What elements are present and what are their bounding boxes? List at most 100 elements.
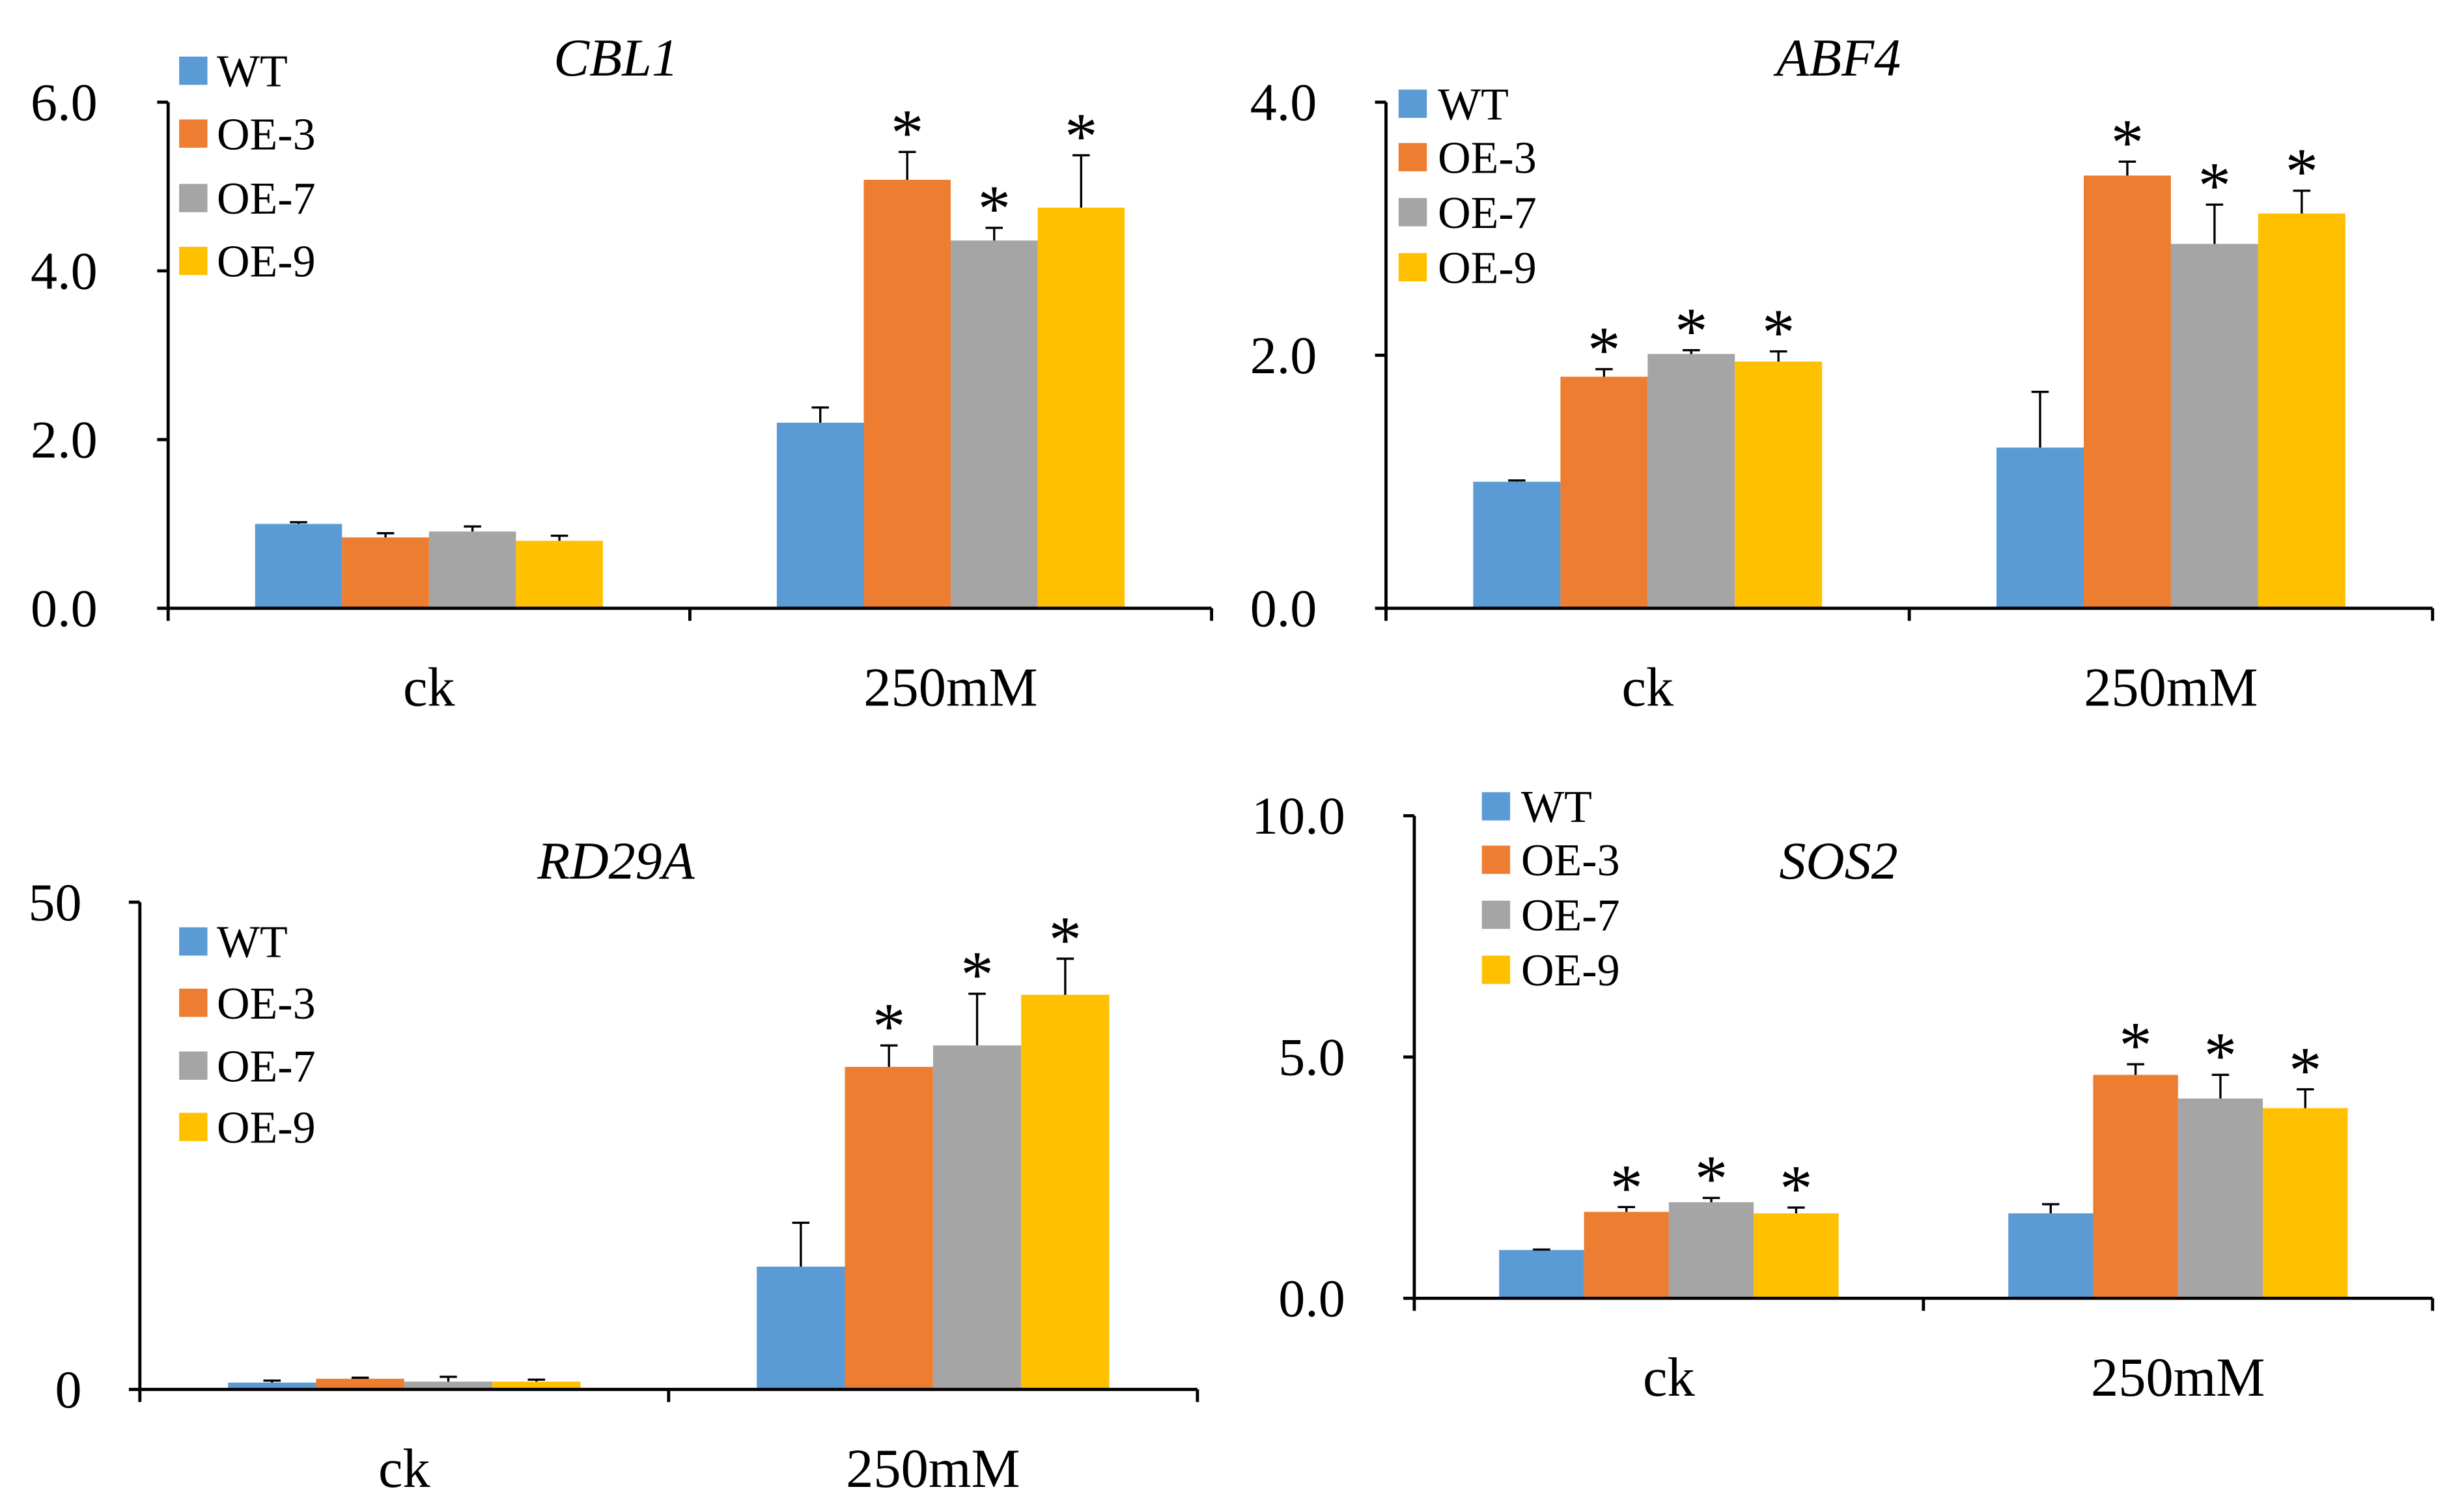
legend-label-oe-9: OE-9 [1521, 946, 1620, 996]
legend-label-oe-9: OE-9 [217, 237, 316, 287]
x-category-label: 250mM [846, 1439, 1020, 1499]
chart-title: ABF4 [1773, 28, 1901, 87]
significance-star: * [873, 990, 906, 1063]
bar-oe-3-250mm [2093, 1075, 2178, 1299]
y-tick-label: 5.0 [1278, 1028, 1345, 1087]
y-tick-label: 50 [28, 873, 81, 932]
legend-label-oe-3: OE-3 [1438, 133, 1537, 183]
legend-label-oe-7: OE-7 [1438, 188, 1537, 238]
significance-star: * [2119, 1009, 2152, 1082]
bar-oe-9-ck [516, 541, 603, 608]
bar-wt-ck [1499, 1250, 1584, 1299]
bar-oe-3-ck [316, 1378, 404, 1390]
legend-swatch-oe-3 [1481, 845, 1511, 874]
significance-star: * [2285, 135, 2318, 208]
legend-swatch-oe-3 [1398, 143, 1427, 172]
significance-star: * [1675, 294, 1708, 367]
significance-star: * [1762, 296, 1795, 369]
legend-label-oe-7: OE-7 [217, 1041, 316, 1092]
legend-swatch-wt [1398, 89, 1427, 118]
legend-label-oe-7: OE-7 [217, 174, 316, 224]
significance-star: * [1780, 1152, 1813, 1225]
bar-oe-7-250mm [2177, 1098, 2263, 1299]
significance-star: * [2198, 149, 2232, 222]
legend-label-wt: WT [1521, 782, 1592, 832]
significance-star: * [2111, 106, 2144, 179]
bar-oe-7-ck [428, 531, 516, 608]
y-tick-label: 4.0 [1250, 73, 1317, 132]
legend-label-wt: WT [217, 918, 288, 968]
bar-oe-7-ck [1668, 1202, 1754, 1299]
legend-swatch-wt [1481, 792, 1511, 821]
y-tick-label: 0.0 [1250, 579, 1317, 638]
legend-swatch-oe-7 [179, 1051, 208, 1080]
legend-swatch-oe-9 [179, 1112, 208, 1142]
significance-star: * [1610, 1151, 1643, 1224]
bar-wt-ck [1473, 481, 1561, 608]
x-category-label: 250mM [863, 658, 1037, 718]
bar-oe-9-ck [1735, 361, 1823, 608]
significance-star: * [1049, 903, 1082, 976]
y-tick-label: 0 [55, 1360, 81, 1419]
bar-oe-9-ck [1754, 1213, 1839, 1299]
legend-label-oe-9: OE-9 [1438, 243, 1537, 293]
bar-oe-7-ck [1647, 354, 1735, 608]
legend-swatch-oe-9 [179, 246, 208, 275]
x-category-label: ck [1643, 1348, 1695, 1408]
significance-star: * [891, 96, 924, 169]
significance-star: * [2289, 1034, 2322, 1107]
x-category-label: ck [403, 658, 455, 718]
y-tick-label: 0.0 [1278, 1269, 1345, 1328]
legend-swatch-oe-3 [179, 119, 208, 148]
legend-label-oe-3: OE-3 [1521, 836, 1620, 886]
bar-wt-250mm [1996, 447, 2084, 608]
bar-oe-7-250mm [2170, 244, 2258, 608]
bar-oe-9-250mm [2263, 1108, 2348, 1299]
legend-swatch-wt [179, 56, 208, 85]
significance-star: * [1588, 314, 1621, 387]
legend-label-oe-7: OE-7 [1521, 891, 1620, 941]
y-tick-label: 6.0 [31, 73, 98, 132]
legend-swatch-wt [179, 927, 208, 956]
significance-star: * [960, 939, 994, 1011]
legend-swatch-oe-7 [1481, 900, 1511, 929]
legend-swatch-oe-7 [1398, 198, 1427, 227]
bar-wt-ck [255, 524, 343, 608]
legend-swatch-oe-9 [1398, 253, 1427, 281]
x-category-label: 250mM [2084, 658, 2258, 718]
chart-title: RD29A [537, 831, 695, 890]
significance-star: * [1065, 100, 1098, 173]
chart-title: CBL1 [553, 28, 679, 87]
bar-oe-3-250mm [863, 180, 951, 608]
legend-label-oe-3: OE-3 [217, 979, 316, 1029]
legend-label-wt: WT [217, 47, 288, 97]
legend-label-wt: WT [1438, 79, 1509, 130]
significance-star: * [1695, 1142, 1728, 1215]
chart-title: SOS2 [1779, 831, 1897, 890]
chart-panel-sos2: * * * ck * * * 250mM 0.0 5.0 10.0 SOS2 WTOE-3OE-7OE-… [1252, 782, 2435, 1408]
significance-star: * [977, 173, 1011, 246]
x-category-label: ck [1621, 658, 1673, 718]
bar-oe-9-250mm [1037, 207, 1125, 608]
bar-oe-9-ck [492, 1381, 581, 1390]
legend-label-oe-9: OE-9 [217, 1103, 316, 1153]
bar-oe-7-ck [404, 1381, 493, 1390]
bar-wt-250mm [757, 1266, 845, 1390]
legend-swatch-oe-7 [179, 184, 208, 212]
bar-oe-3-ck [1584, 1211, 1669, 1299]
legend-label-oe-3: OE-3 [217, 109, 316, 160]
y-tick-label: 2.0 [1250, 326, 1317, 385]
y-tick-label: 10.0 [1252, 786, 1345, 845]
x-category-label: 250mM [2091, 1348, 2265, 1408]
chart-panel-cbl1: ck * * * 250mM 0.0 2.0 4.0 6.0 CBL1 WT OE-3 OE-7 OE-9 [31, 28, 1214, 718]
y-tick-label: 4.0 [31, 242, 98, 301]
y-tick-label: 2.0 [31, 410, 98, 470]
bar-wt-250mm [776, 423, 864, 608]
bar-oe-3-250mm [2083, 175, 2171, 608]
bar-wt-250mm [2008, 1213, 2093, 1299]
bar-oe-7-250mm [932, 1045, 1022, 1390]
bar-oe-3-ck [342, 537, 429, 608]
